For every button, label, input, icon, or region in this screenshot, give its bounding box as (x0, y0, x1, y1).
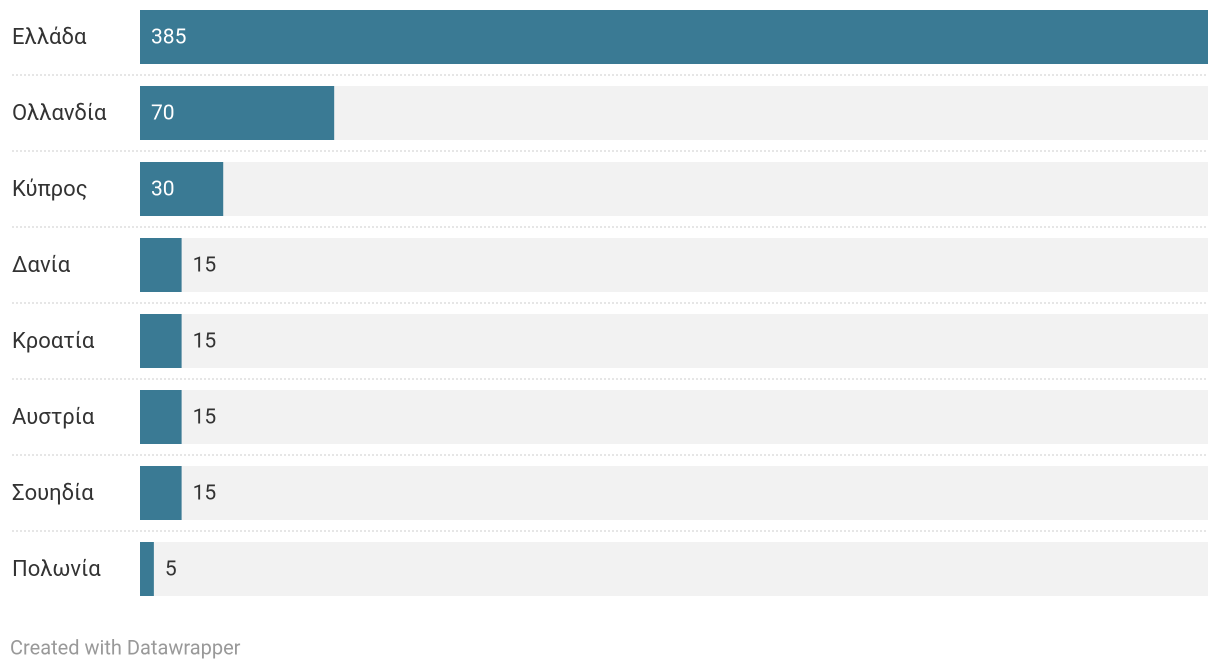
value-label: 15 (193, 482, 217, 506)
category-label: Σουηδία (12, 481, 94, 506)
category-label: Κύπρος (12, 177, 88, 202)
value-label: 15 (193, 254, 217, 278)
value-label: 30 (151, 178, 175, 202)
bar (140, 10, 1208, 64)
category-label: Ολλανδία (12, 101, 107, 126)
category-label: Ελλάδα (12, 25, 87, 50)
bar (140, 390, 182, 444)
bar-track (140, 466, 1208, 520)
value-label: 70 (151, 102, 175, 126)
bar (140, 162, 224, 216)
value-label: 15 (193, 330, 217, 354)
bar (140, 542, 154, 596)
bar (140, 238, 182, 292)
bar (140, 86, 335, 140)
bar (140, 466, 182, 520)
value-label: 5 (165, 558, 177, 582)
bar-track (140, 390, 1208, 444)
category-label: Δανία (12, 253, 71, 278)
bar-track (140, 314, 1208, 368)
category-label: Αυστρία (12, 405, 95, 430)
category-label: Πολωνία (12, 557, 101, 582)
bar-track (140, 162, 1208, 216)
category-label: Κροατία (12, 329, 95, 354)
bar-track (140, 542, 1208, 596)
bar (140, 314, 182, 368)
value-label: 15 (193, 406, 217, 430)
value-label: 385 (151, 26, 186, 50)
credit: Created with Datawrapper (10, 635, 241, 659)
bar-track (140, 238, 1208, 292)
